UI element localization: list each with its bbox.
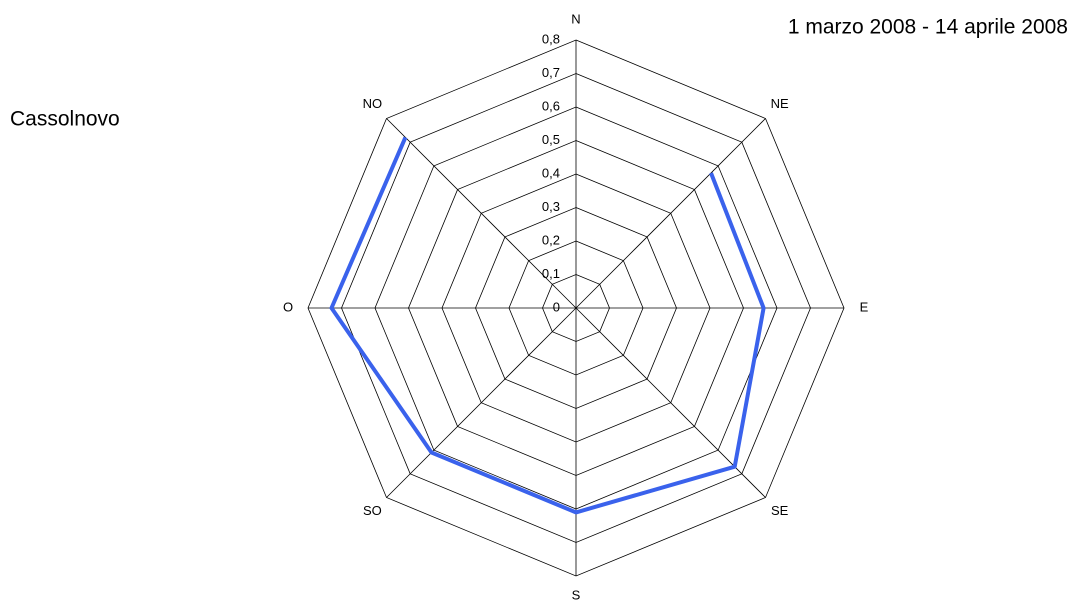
chart-title: 1 marzo 2008 - 14 aprile 2008 [788,16,1068,39]
category-label: SO [363,503,382,518]
tick-label: 0,2 [542,232,560,247]
tick-label: 0,4 [542,165,560,180]
tick-label: 0,7 [542,65,560,80]
series-line [329,136,766,515]
tick-label: 0,6 [542,98,560,113]
spoke [386,307,577,498]
category-label: N [571,11,580,26]
tick-label: 0,3 [542,199,560,214]
spoke [386,118,577,309]
tick-label: 0 [553,299,560,314]
tick-label: 0,1 [542,266,560,281]
category-label: E [860,299,869,314]
category-label: SE [771,503,789,518]
tick-label: 0,5 [542,132,560,147]
category-label: S [572,587,581,602]
category-label: NO [363,96,383,111]
category-label: O [283,299,293,314]
spoke [575,118,766,309]
category-label: NE [771,96,789,111]
tick-label: 0,8 [542,31,560,46]
spoke [575,307,766,498]
station-name: Cassolnovo [10,108,120,131]
